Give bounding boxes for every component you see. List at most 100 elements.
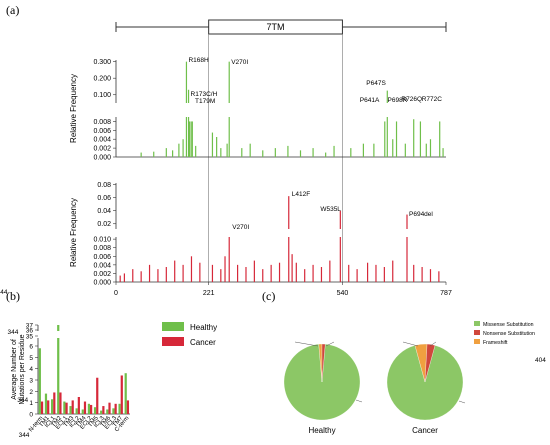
legend-label: Missense Substitution — [483, 322, 534, 328]
mutation-label: V270I — [232, 224, 249, 231]
data-bar — [51, 399, 54, 414]
data-bar — [65, 402, 68, 414]
y-tick-label: 1 — [29, 400, 33, 407]
y-tick-label: 6 — [29, 344, 33, 351]
data-bar — [38, 348, 41, 414]
y-axis-label-line: Mutations per Residue — [19, 334, 26, 404]
data-bar — [75, 408, 78, 414]
panel-label-b: (b) — [6, 289, 20, 303]
y-tick-label: 0.300 — [93, 59, 111, 66]
data-bar — [53, 392, 56, 414]
y-tick-label: 0.08 — [97, 182, 111, 189]
y-tick-label: 0.04 — [97, 208, 111, 215]
x-tick-label: 221 — [203, 290, 215, 297]
y-tick-label: 4 — [29, 366, 33, 373]
domain-bar: 7TM — [115, 19, 447, 35]
data-bar — [108, 402, 111, 414]
panel-label-a: (a) — [6, 3, 19, 17]
y-axis-label: Average Number ofMutations per Residue — [11, 334, 26, 404]
y-tick-label: 0.200 — [93, 76, 111, 83]
y-tick-label: 0.006 — [93, 254, 111, 261]
y-tick-label: 3 — [29, 378, 33, 385]
y-tick-label: 0.000 — [93, 155, 111, 162]
data-bar — [106, 409, 109, 414]
mutation-label: T179M — [195, 98, 215, 105]
y-tick-label: 37 — [26, 323, 34, 330]
y-tick-label: 0.02 — [97, 221, 111, 228]
bar-chart-domains: Average Number ofMutations per Residue 0… — [11, 322, 217, 433]
data-bar — [124, 373, 127, 414]
y-axis-label-line: Average Number of — [11, 339, 18, 400]
legend-label: Frameshift — [483, 340, 508, 346]
pie-slice — [386, 345, 464, 421]
mutation-label: R726Q — [401, 96, 422, 103]
data-bar — [57, 325, 60, 331]
data-bar — [102, 406, 105, 414]
data-bar — [63, 401, 66, 414]
legend-label: Cancer — [190, 338, 216, 347]
panel-label-c: (c) — [262, 289, 275, 303]
pie-slice — [424, 343, 436, 383]
domain-label: 7TM — [267, 22, 285, 32]
y-tick-label: 0.06 — [97, 195, 111, 202]
data-bar — [112, 408, 115, 414]
leader-line — [355, 399, 363, 403]
lollipop-chart-healthy: Relative Frequency 0.000 0.002 0.004 0.006 0… — [69, 57, 446, 162]
y-tick-label: 0.100 — [93, 92, 111, 99]
pie-slice — [321, 343, 326, 383]
data-bar — [47, 400, 50, 414]
y-tick-label: 0.004 — [93, 137, 111, 144]
data-bar — [71, 400, 74, 414]
leader-line — [325, 341, 335, 347]
legend-label: Nonsense Substitution — [483, 331, 535, 337]
data-bar — [93, 407, 97, 414]
mutation-label: P698R — [388, 97, 408, 104]
y-tick-label: 5 — [29, 355, 33, 362]
y-tick-label: 0.008 — [93, 245, 111, 252]
pie-value-label: 404 — [535, 357, 546, 364]
pie-value-label: 344 — [0, 289, 8, 296]
legend-swatch — [474, 330, 480, 335]
y-axis-label: Relative Frequency — [69, 74, 78, 143]
mutation-label: P694del — [409, 211, 433, 218]
y-tick-label: 2 — [29, 389, 33, 396]
mutation-label: L412F — [292, 191, 310, 198]
x-tick-label: 540 — [337, 290, 349, 297]
y-tick-label: 0.006 — [93, 128, 111, 135]
data-bar — [83, 401, 87, 414]
legend-swatch — [162, 337, 184, 346]
data-bar — [59, 392, 62, 414]
domain-box — [208, 19, 343, 35]
data-bar — [40, 401, 44, 414]
data-bar — [96, 377, 99, 414]
y-tick-label: 35 — [26, 334, 34, 341]
x-tick-label: 0 — [114, 290, 118, 297]
data-bar — [118, 403, 121, 414]
data-bar — [126, 400, 130, 414]
mutation-label: P647S — [366, 80, 386, 87]
legend-label: Healthy — [190, 323, 217, 332]
y-tick-label: 36 — [26, 328, 34, 335]
leader-line — [458, 400, 466, 404]
data-bar — [69, 406, 72, 414]
leader-line — [402, 341, 419, 347]
x-tick-label: 787 — [440, 290, 452, 297]
y-tick-label: 0.002 — [93, 271, 111, 278]
mutation-label: W535L — [320, 206, 341, 213]
pie-value-label: 344 — [17, 397, 28, 404]
pie-value-label: 344 — [19, 432, 30, 439]
data-bar — [100, 410, 103, 414]
mutation-label: R168H — [188, 57, 209, 64]
y-tick-label: 0.010 — [93, 237, 111, 244]
data-bar — [87, 403, 91, 414]
y-tick-label: 0.000 — [93, 280, 111, 287]
legend-swatch — [474, 339, 480, 344]
data-bar — [77, 397, 80, 414]
y-tick-label: 0.004 — [93, 262, 111, 269]
mutation-label: V270I — [231, 59, 248, 66]
y-tick-label: 0.008 — [93, 119, 111, 126]
mutation-label: P641A — [360, 97, 380, 104]
data-bar — [57, 338, 60, 414]
